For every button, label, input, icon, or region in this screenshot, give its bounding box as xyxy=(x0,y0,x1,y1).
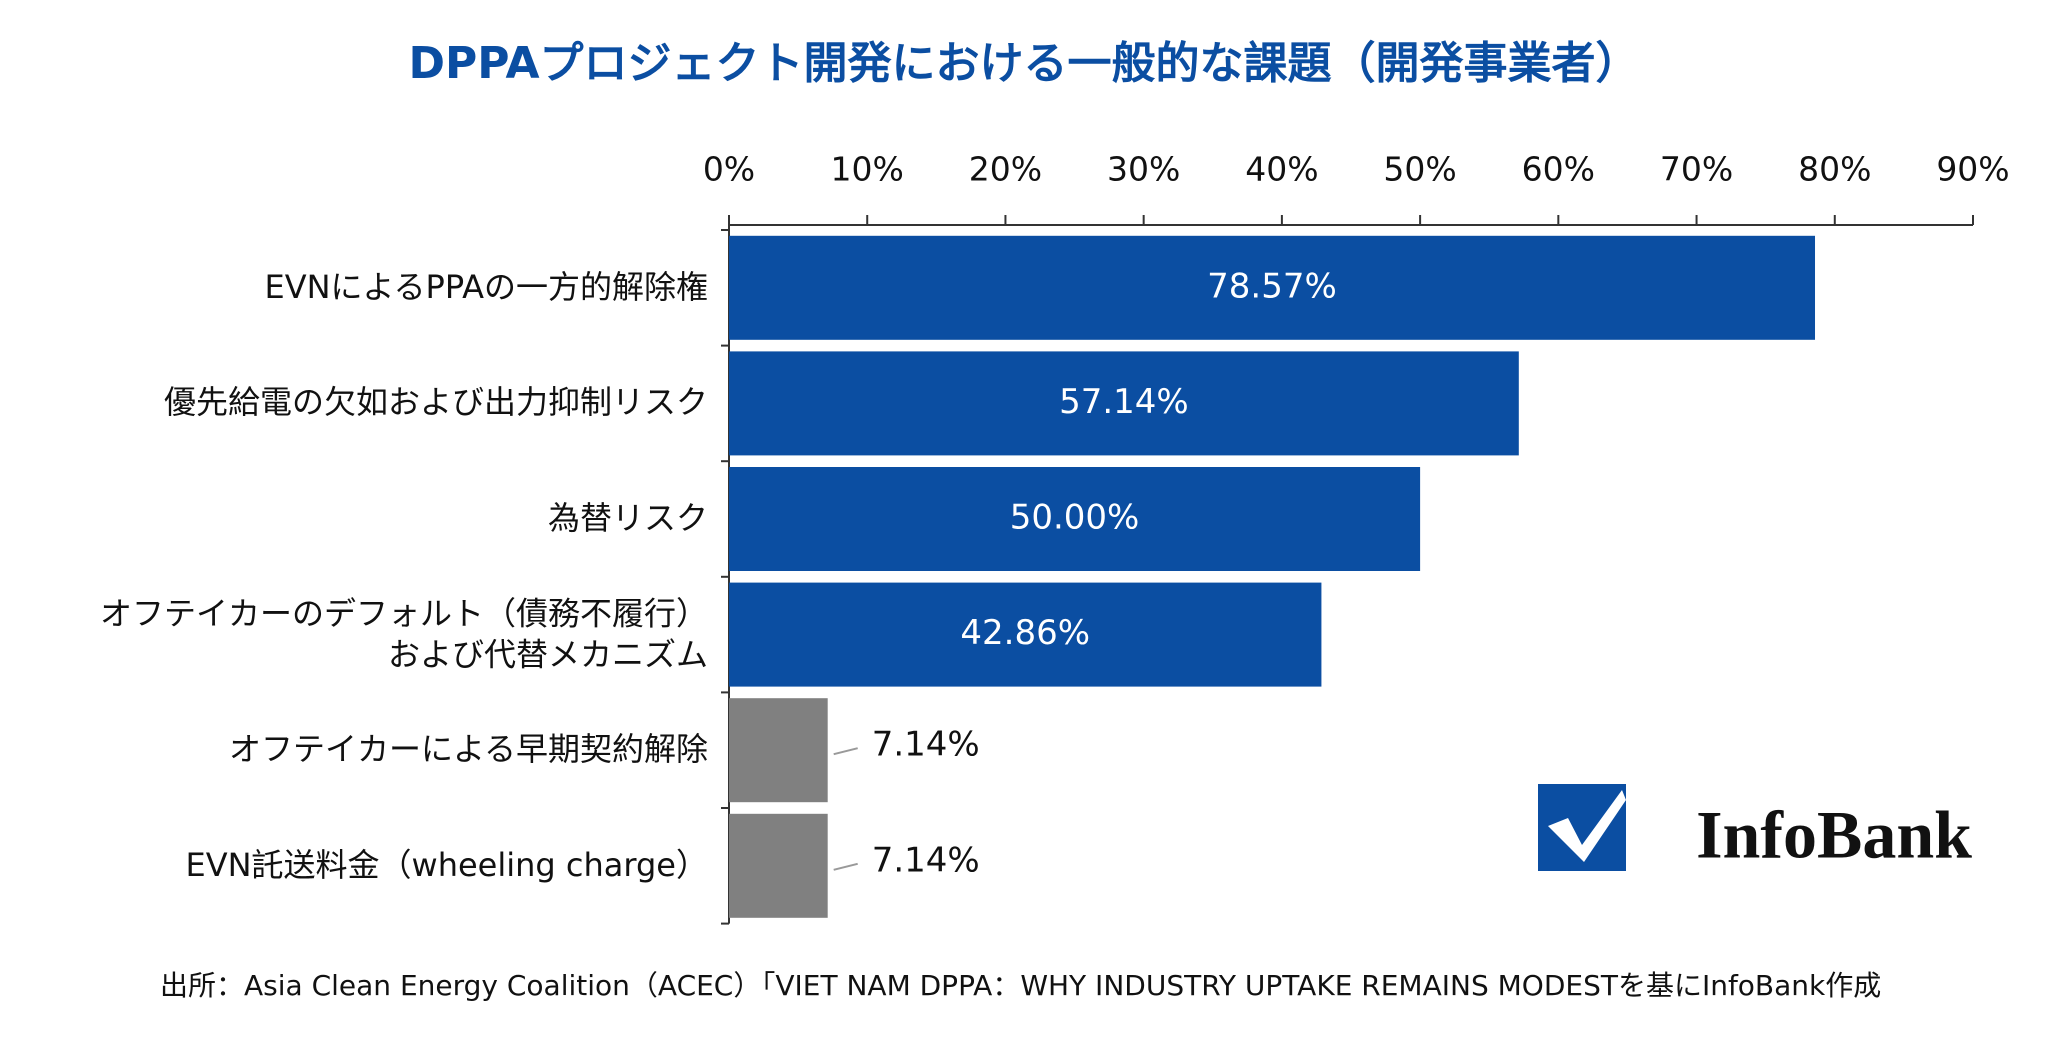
bar xyxy=(729,582,1322,687)
category-label: EVN託送料金（wheeling charge） xyxy=(185,846,708,884)
x-tick-label: 40% xyxy=(1245,150,1318,189)
x-tick-label: 50% xyxy=(1383,150,1456,189)
logo: InfoBank xyxy=(1538,784,1972,873)
x-tick-label: 90% xyxy=(1936,150,2009,189)
value-label: 50.00% xyxy=(1010,498,1140,538)
value-label: 78.57% xyxy=(1207,266,1337,306)
x-tick-label: 20% xyxy=(969,150,1042,189)
source-note: 出所：Asia Clean Energy Coalition（ACEC）「VIE… xyxy=(160,969,1881,1002)
category-label: EVNによるPPAの一方的解除権 xyxy=(264,268,708,306)
logo-text: InfoBank xyxy=(1696,797,1972,873)
category-label: 為替リスク xyxy=(547,499,708,538)
logo-check xyxy=(1548,790,1626,862)
bar xyxy=(729,235,1816,340)
category-label: オフテイカーのデフォルト（債務不履行） および代替メカニズム xyxy=(99,594,708,674)
x-tick-label: 70% xyxy=(1660,150,1733,189)
value-label: 57.14% xyxy=(1059,382,1189,422)
leader-line xyxy=(833,747,858,756)
category-label: オフテイカーによる早期契約解除 xyxy=(228,730,708,769)
x-tick-label: 30% xyxy=(1107,150,1180,189)
x-tick-label: 80% xyxy=(1798,150,1871,189)
value-label: 7.14% xyxy=(872,725,980,765)
leader-line xyxy=(833,862,858,871)
value-label: 7.14% xyxy=(872,840,980,880)
value-label: 42.86% xyxy=(960,613,1090,653)
bar xyxy=(729,467,1421,571)
x-tick-label: 60% xyxy=(1522,150,1595,189)
x-tick-label: 0% xyxy=(703,150,755,189)
category-label: 優先給電の欠如および出力抑制リスク xyxy=(163,383,708,422)
chart-title: DPPAプロジェクト開発における一般的な課題（開発事業者） xyxy=(408,38,1639,89)
x-tick-label: 10% xyxy=(831,150,904,189)
bar xyxy=(729,351,1519,456)
bar xyxy=(729,698,828,803)
bar xyxy=(729,813,828,918)
